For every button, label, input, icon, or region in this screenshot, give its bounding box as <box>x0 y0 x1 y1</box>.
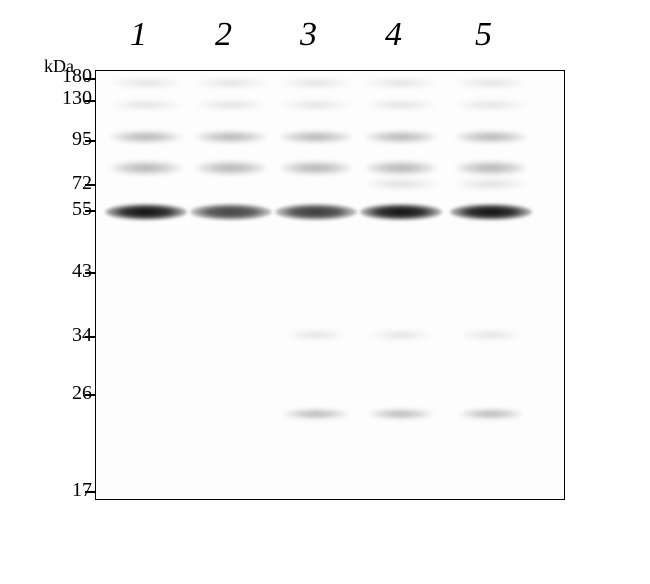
band <box>456 101 526 109</box>
band <box>365 179 437 189</box>
blot-figure: 12345 kDa 18013095725543342617 <box>0 0 650 584</box>
marker-tick-34 <box>85 336 95 338</box>
band <box>111 101 181 109</box>
band <box>450 204 532 220</box>
band <box>195 79 267 87</box>
band <box>284 409 348 419</box>
band <box>365 131 437 143</box>
marker-tick-55 <box>85 210 95 212</box>
marker-label-180: 180 <box>62 65 92 88</box>
band <box>286 331 346 339</box>
band <box>195 131 267 143</box>
band <box>105 204 187 220</box>
lane-label-1: 1 <box>130 16 147 54</box>
blot-membrane-area <box>95 70 565 500</box>
band <box>280 161 352 175</box>
band <box>369 409 433 419</box>
lane-label-2: 2 <box>215 16 232 54</box>
band <box>365 161 437 175</box>
band <box>366 101 436 109</box>
band <box>360 204 442 220</box>
band <box>365 79 437 87</box>
band <box>459 409 523 419</box>
band <box>275 204 357 220</box>
band <box>110 161 182 175</box>
band <box>455 161 527 175</box>
band <box>280 131 352 143</box>
band <box>455 179 527 189</box>
marker-tick-72 <box>85 184 95 186</box>
band <box>281 101 351 109</box>
marker-tick-43 <box>85 272 95 274</box>
lane-labels-row: 1 2 3 4 5 <box>0 16 650 66</box>
band <box>110 79 182 87</box>
band <box>455 79 527 87</box>
lane-label-4: 4 <box>385 16 402 54</box>
marker-tick-130 <box>85 100 95 102</box>
band <box>461 331 521 339</box>
band <box>190 204 272 220</box>
band <box>195 161 267 175</box>
band <box>196 101 266 109</box>
band <box>280 79 352 87</box>
band <box>110 131 182 143</box>
lane-label-3: 3 <box>300 16 317 54</box>
band <box>455 131 527 143</box>
marker-tick-17 <box>85 491 95 493</box>
marker-tick-95 <box>85 140 95 142</box>
lane-label-5: 5 <box>475 16 492 54</box>
band <box>371 331 431 339</box>
marker-label-130: 130 <box>62 87 92 110</box>
marker-tick-180 <box>85 78 95 80</box>
marker-tick-26 <box>85 394 95 396</box>
